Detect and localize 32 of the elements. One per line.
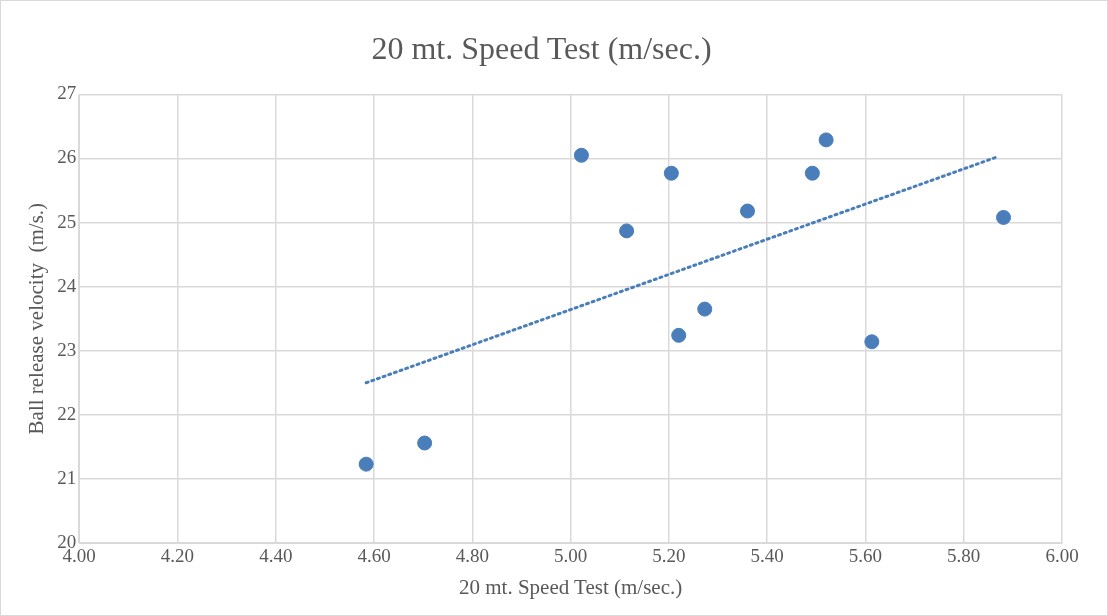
point: [573, 147, 589, 163]
y-tick-label: 22: [57, 402, 77, 424]
point: [804, 165, 820, 181]
x-tick-label: 6.00: [1045, 545, 1079, 567]
y-tick-label: 23: [57, 338, 77, 360]
point: [996, 209, 1012, 225]
point: [358, 456, 374, 472]
x-tick-label: 4.40: [259, 545, 293, 567]
point: [740, 203, 755, 219]
x-axis-title: 20 mt. Speed Test (m/sec.): [458, 574, 683, 599]
point: [671, 327, 687, 343]
x-tick-label: 5.40: [750, 545, 784, 567]
y-tick-label: 25: [57, 210, 77, 232]
point: [697, 301, 713, 317]
point: [818, 132, 834, 148]
x-tick-label: 4.20: [160, 545, 195, 567]
y-tick-label: 24: [57, 274, 77, 296]
point: [663, 165, 679, 181]
y-tick-label: 26: [57, 146, 77, 168]
x-tick-label: 5.60: [848, 545, 883, 567]
y-axis-title: Ball release velocity (m/s.): [24, 202, 49, 435]
x-tick-label: 4.60: [357, 545, 391, 567]
y-tick-label: 27: [57, 82, 77, 104]
x-tick-label: 5.20: [652, 545, 686, 567]
point: [417, 435, 433, 451]
y-tick-label: 21: [57, 466, 77, 488]
chart-title: 20 mt. Speed Test (m/sec.): [371, 29, 712, 66]
x-tick-label: 4.80: [455, 545, 489, 567]
x-tick-label: 5.00: [553, 545, 588, 567]
point: [864, 334, 880, 350]
x-tick-label: 5.80: [947, 545, 981, 567]
point: [619, 223, 635, 239]
